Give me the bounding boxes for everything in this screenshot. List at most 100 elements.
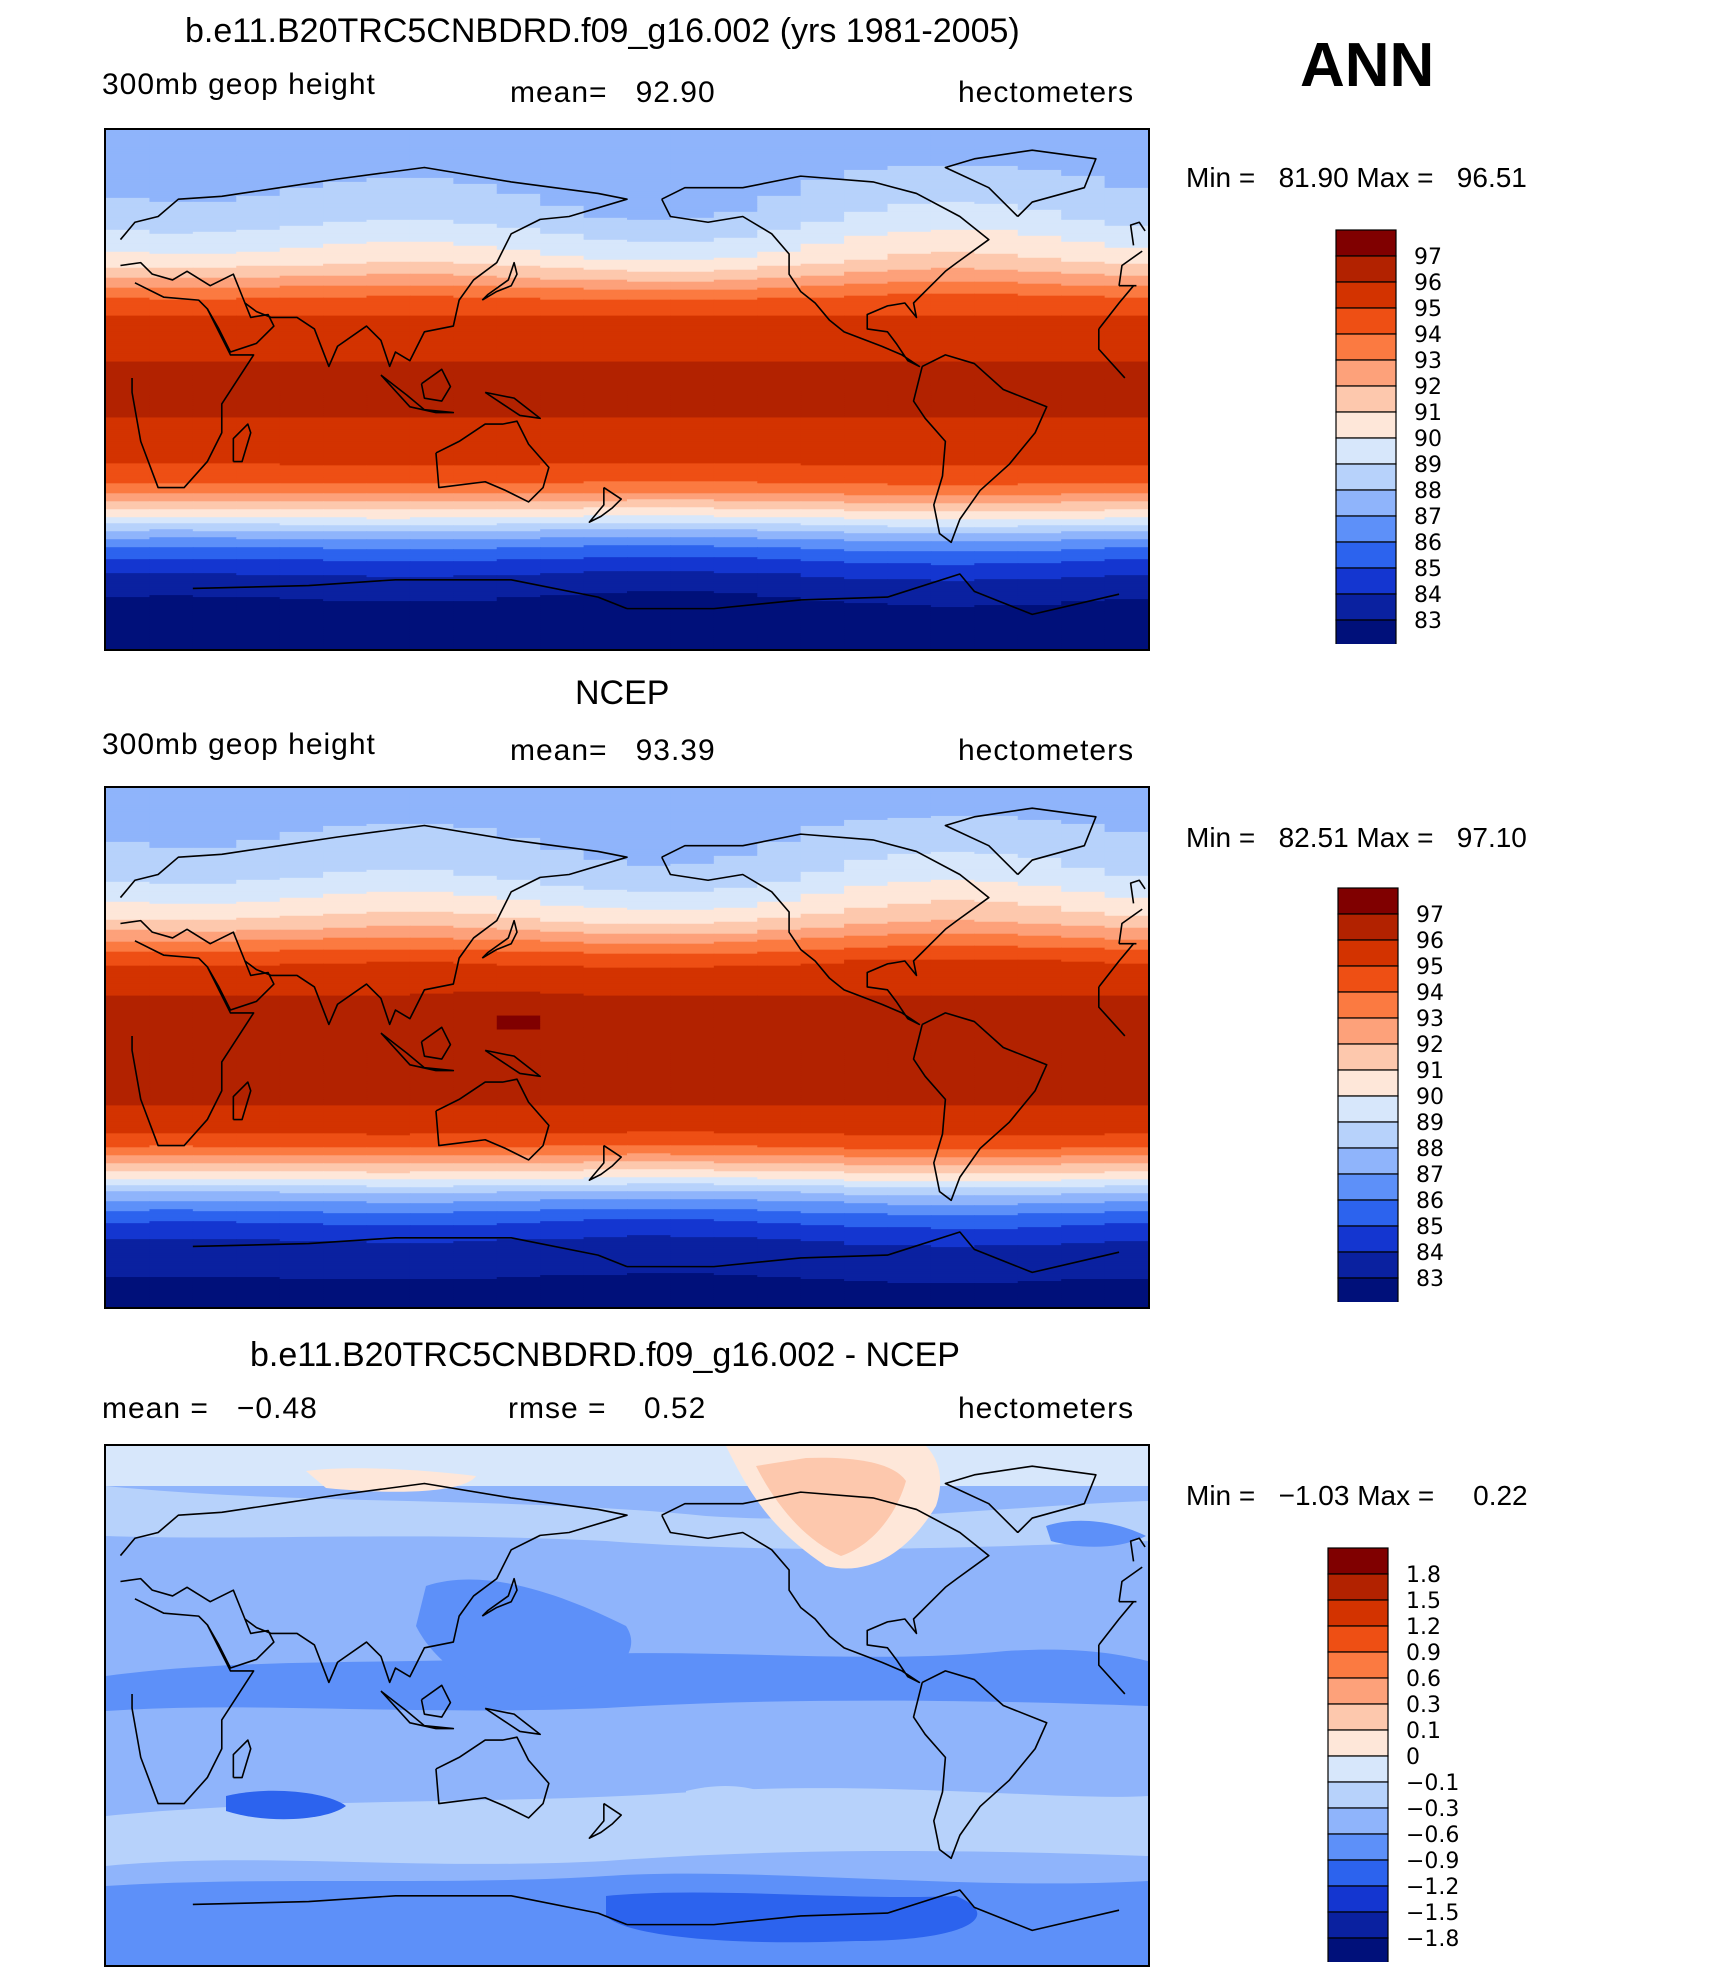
contour-cell bbox=[540, 205, 585, 209]
contour-cell bbox=[409, 311, 454, 315]
contour-cell bbox=[496, 381, 541, 385]
contour-cell bbox=[279, 191, 324, 195]
contour-cell bbox=[496, 463, 541, 466]
contour-cell bbox=[366, 245, 411, 249]
contour-cell bbox=[713, 399, 758, 403]
contour-cell bbox=[887, 241, 932, 245]
contour-cell bbox=[583, 130, 628, 133]
contour-cell bbox=[757, 459, 802, 462]
contour-cell bbox=[887, 373, 932, 377]
contour-cell bbox=[844, 203, 889, 207]
contour-cell bbox=[540, 329, 585, 333]
contour-cell bbox=[540, 303, 585, 307]
contour-cell bbox=[192, 413, 237, 417]
contour-cell bbox=[627, 183, 672, 187]
contour-cell bbox=[409, 403, 454, 407]
contour-cell bbox=[887, 223, 932, 227]
contour-cell bbox=[279, 413, 324, 417]
contour-cell bbox=[844, 205, 889, 209]
contour-cell bbox=[149, 403, 194, 407]
contour-cell bbox=[583, 543, 628, 546]
contour-cell bbox=[713, 455, 758, 458]
contour-cell bbox=[409, 355, 454, 359]
contour-cell bbox=[974, 241, 1019, 245]
contour-cell bbox=[670, 255, 715, 259]
contour-cell bbox=[627, 543, 672, 546]
contour-cell bbox=[670, 455, 715, 458]
contour-cell bbox=[800, 183, 845, 187]
contour-cell bbox=[323, 271, 368, 275]
contour-cell bbox=[409, 391, 454, 395]
contour-cell bbox=[1104, 219, 1148, 223]
contour-cell bbox=[800, 505, 845, 508]
contour-cell bbox=[453, 469, 498, 472]
contour-cell bbox=[713, 147, 758, 151]
contour-cell bbox=[540, 435, 585, 439]
contour-cell bbox=[930, 239, 975, 243]
contour-cell bbox=[323, 217, 368, 221]
contour-cell bbox=[149, 495, 194, 498]
contour-cell bbox=[713, 139, 758, 143]
contour-cell bbox=[1061, 217, 1106, 221]
contour-cell bbox=[192, 179, 237, 183]
contour-cell bbox=[757, 195, 802, 199]
contour-cell bbox=[496, 189, 541, 193]
contour-cell bbox=[366, 399, 411, 403]
contour-cell bbox=[323, 293, 368, 297]
contour-cell bbox=[844, 209, 889, 213]
contour-cell bbox=[1104, 435, 1148, 439]
contour-cell bbox=[106, 305, 151, 309]
contour-cell bbox=[236, 429, 281, 433]
contour-cell bbox=[1017, 383, 1062, 387]
contour-cell bbox=[496, 149, 541, 153]
contour-cell bbox=[1061, 267, 1106, 271]
contour-cell bbox=[974, 183, 1019, 187]
contour-cell bbox=[409, 295, 454, 299]
contour-cell bbox=[409, 133, 454, 137]
contour-cell bbox=[887, 157, 932, 161]
contour-cell bbox=[1017, 473, 1062, 476]
contour-cell bbox=[757, 543, 802, 546]
contour-cell bbox=[540, 287, 585, 291]
contour-cell bbox=[1061, 331, 1106, 335]
contour-cell bbox=[192, 311, 237, 315]
contour-cell bbox=[887, 299, 932, 303]
contour-cell bbox=[974, 285, 1019, 289]
contour-cell bbox=[1061, 275, 1106, 279]
contour-cell bbox=[930, 151, 975, 155]
contour-cell bbox=[149, 183, 194, 187]
contour-cell bbox=[800, 199, 845, 203]
contour-cell bbox=[236, 449, 281, 452]
contour-cell bbox=[279, 157, 324, 161]
contour-cell bbox=[1061, 345, 1106, 349]
contour-cell bbox=[670, 271, 715, 275]
contour-cell bbox=[583, 361, 628, 365]
contour-cell bbox=[670, 297, 715, 301]
contour-cell bbox=[1104, 269, 1148, 273]
contour-cell bbox=[670, 327, 715, 331]
contour-cell bbox=[453, 231, 498, 235]
contour-cell bbox=[236, 141, 281, 145]
contour-cell bbox=[540, 393, 585, 397]
contour-cell bbox=[800, 403, 845, 407]
contour-cell bbox=[149, 385, 194, 389]
contour-cell bbox=[930, 203, 975, 207]
contour-cell bbox=[106, 133, 151, 137]
contour-cell bbox=[106, 377, 151, 381]
contour-cell bbox=[279, 419, 324, 423]
contour-cell bbox=[540, 503, 585, 506]
contour-cell bbox=[279, 521, 324, 524]
contour-cell bbox=[279, 501, 324, 504]
contour-cell bbox=[1061, 471, 1106, 474]
contour-cell bbox=[757, 385, 802, 389]
contour-cell bbox=[627, 207, 672, 211]
contour-cell bbox=[106, 259, 151, 263]
contour-cell bbox=[1104, 485, 1148, 488]
contour-cell bbox=[192, 527, 237, 530]
contour-cell bbox=[800, 245, 845, 249]
contour-cell bbox=[670, 219, 715, 223]
contour-cell bbox=[1017, 169, 1062, 173]
contour-cell bbox=[279, 283, 324, 287]
contour-cell bbox=[583, 507, 628, 510]
contour-cell bbox=[1017, 321, 1062, 325]
